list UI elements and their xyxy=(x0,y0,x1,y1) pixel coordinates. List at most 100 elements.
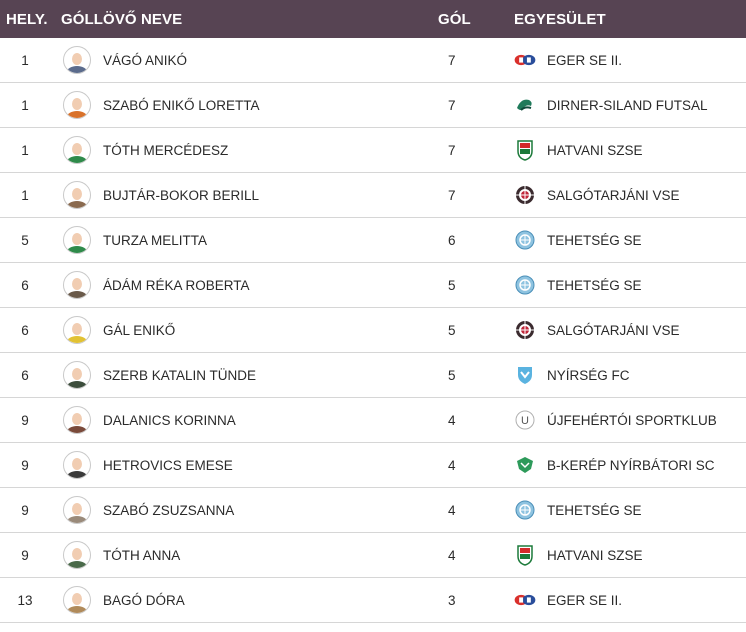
player-cell: HETROVICS EMESE xyxy=(50,451,428,479)
goals-cell: 4 xyxy=(448,502,456,518)
player-cell: GÁL ENIKŐ xyxy=(50,316,428,344)
player-avatar xyxy=(63,316,91,344)
player-name[interactable]: GÁL ENIKŐ xyxy=(103,322,176,338)
club-cell: TEHETSÉG SE xyxy=(508,229,746,251)
player-name[interactable]: TÓTH MERCÉDESZ xyxy=(103,142,229,158)
club-cell: EGER SE II. xyxy=(508,589,746,611)
player-avatar xyxy=(63,541,91,569)
rank-cell: 9 xyxy=(21,412,29,428)
table-body: 1 VÁGÓ ANIKÓ 7 EGER SE II. 1 SZABÓ ENIKŐ LORE… xyxy=(0,38,746,623)
rank-cell: 6 xyxy=(21,322,29,338)
club-name[interactable]: TEHETSÉG SE xyxy=(547,232,642,248)
goals-cell: 5 xyxy=(448,322,456,338)
hatvani-logo-icon xyxy=(514,139,536,161)
club-name[interactable]: ÚJFEHÉRTÓI SPORTKLUB xyxy=(547,412,717,428)
salgotarjani-logo-icon xyxy=(514,184,536,206)
player-name[interactable]: SZERB KATALIN TÜNDE xyxy=(103,367,257,383)
club-name[interactable]: NYÍRSÉG FC xyxy=(547,367,630,383)
table-row: 9 HETROVICS EMESE 4 B-KERÉP NYÍRBÁTORI SC xyxy=(0,443,746,488)
club-name[interactable]: EGER SE II. xyxy=(547,592,623,608)
table-row: 1 BUJTÁR-BOKOR BERILL 7 SALGÓTARJÁNI VSE xyxy=(0,173,746,218)
player-cell: SZABÓ ENIKŐ LORETTA xyxy=(50,91,428,119)
rank-cell: 9 xyxy=(21,547,29,563)
goals-cell: 3 xyxy=(448,592,456,608)
rank-cell: 6 xyxy=(21,277,29,293)
tehetseg-logo-icon xyxy=(514,229,536,251)
player-name[interactable]: SZABÓ ZSUZSANNA xyxy=(103,502,235,518)
goals-cell: 7 xyxy=(448,187,456,203)
club-cell: HATVANI SZSE xyxy=(508,544,746,566)
salgotarjani-logo-icon xyxy=(514,319,536,341)
player-cell: VÁGÓ ANIKÓ xyxy=(50,46,428,74)
dirner-siland-logo-icon xyxy=(514,94,536,116)
player-cell: SZERB KATALIN TÜNDE xyxy=(50,361,428,389)
club-name[interactable]: B-KERÉP NYÍRBÁTORI SC xyxy=(547,457,715,473)
club-cell: SALGÓTARJÁNI VSE xyxy=(508,184,746,206)
player-avatar xyxy=(63,136,91,164)
table-row: 1 TÓTH MERCÉDESZ 7 HATVANI SZSE xyxy=(0,128,746,173)
rank-cell: 9 xyxy=(21,457,29,473)
goals-cell: 7 xyxy=(448,142,456,158)
rank-cell: 1 xyxy=(21,97,29,113)
rank-cell: 6 xyxy=(21,367,29,383)
goals-cell: 5 xyxy=(448,367,456,383)
header-rank: HELY. xyxy=(6,10,48,28)
nyirbator-logo-icon xyxy=(514,454,536,476)
club-name[interactable]: DIRNER-SILAND FUTSAL xyxy=(547,97,708,113)
rank-cell: 1 xyxy=(21,52,29,68)
player-name[interactable]: SZABÓ ENIKŐ LORETTA xyxy=(103,97,260,113)
player-name[interactable]: DALANICS KORINNA xyxy=(103,412,236,428)
tehetseg-logo-icon xyxy=(514,499,536,521)
table-row: 6 GÁL ENIKŐ 5 SALGÓTARJÁNI VSE xyxy=(0,308,746,353)
player-cell: TÓTH ANNA xyxy=(50,541,428,569)
eger-logo-icon xyxy=(514,589,536,611)
eger-logo-icon xyxy=(514,49,536,71)
player-avatar xyxy=(63,91,91,119)
player-cell: BUJTÁR-BOKOR BERILL xyxy=(50,181,428,209)
club-name[interactable]: TEHETSÉG SE xyxy=(547,502,642,518)
header-name: GÓLLÖVŐ NEVE xyxy=(61,10,183,28)
player-avatar xyxy=(63,451,91,479)
goals-cell: 5 xyxy=(448,277,456,293)
club-cell: B-KERÉP NYÍRBÁTORI SC xyxy=(508,454,746,476)
player-name[interactable]: ÁDÁM RÉKA ROBERTA xyxy=(103,277,250,293)
rank-cell: 9 xyxy=(21,502,29,518)
player-name[interactable]: TÓTH ANNA xyxy=(103,547,181,563)
player-cell: SZABÓ ZSUZSANNA xyxy=(50,496,428,524)
player-avatar xyxy=(63,586,91,614)
rank-cell: 13 xyxy=(17,592,33,608)
club-name[interactable]: TEHETSÉG SE xyxy=(547,277,642,293)
club-name[interactable]: HATVANI SZSE xyxy=(547,142,643,158)
player-avatar xyxy=(63,406,91,434)
player-name[interactable]: BAGÓ DÓRA xyxy=(103,592,185,608)
goals-cell: 4 xyxy=(448,547,456,563)
club-name[interactable]: SALGÓTARJÁNI VSE xyxy=(547,322,680,338)
club-name[interactable]: EGER SE II. xyxy=(547,52,623,68)
player-avatar xyxy=(63,271,91,299)
player-name[interactable]: BUJTÁR-BOKOR BERILL xyxy=(103,187,260,203)
header-club: EGYESÜLET xyxy=(514,10,606,28)
club-name[interactable]: HATVANI SZSE xyxy=(547,547,643,563)
table-row: 6 ÁDÁM RÉKA ROBERTA 5 TEHETSÉG SE xyxy=(0,263,746,308)
svg-text:U: U xyxy=(521,415,529,427)
goals-cell: 7 xyxy=(448,52,456,68)
table-row: 1 VÁGÓ ANIKÓ 7 EGER SE II. xyxy=(0,38,746,83)
player-name[interactable]: TURZA MELITTA xyxy=(103,232,208,248)
player-name[interactable]: HETROVICS EMESE xyxy=(103,457,233,473)
club-name[interactable]: SALGÓTARJÁNI VSE xyxy=(547,187,680,203)
player-avatar xyxy=(63,496,91,524)
table-row: 9 DALANICS KORINNA 4 U ÚJFEHÉRTÓI SPORTKLUB xyxy=(0,398,746,443)
club-cell: TEHETSÉG SE xyxy=(508,274,746,296)
table-row: 9 SZABÓ ZSUZSANNA 4 TEHETSÉG SE xyxy=(0,488,746,533)
player-cell: TÓTH MERCÉDESZ xyxy=(50,136,428,164)
table-row: 9 TÓTH ANNA 4 HATVANI SZSE xyxy=(0,533,746,578)
hatvani-logo-icon xyxy=(514,544,536,566)
player-avatar xyxy=(63,226,91,254)
table-header: HELY. GÓLLÖVŐ NEVE GÓL EGYESÜLET xyxy=(0,0,746,38)
player-avatar xyxy=(63,361,91,389)
rank-cell: 1 xyxy=(21,142,29,158)
club-cell: TEHETSÉG SE xyxy=(508,499,746,521)
player-cell: TURZA MELITTA xyxy=(50,226,428,254)
player-name[interactable]: VÁGÓ ANIKÓ xyxy=(103,52,188,68)
